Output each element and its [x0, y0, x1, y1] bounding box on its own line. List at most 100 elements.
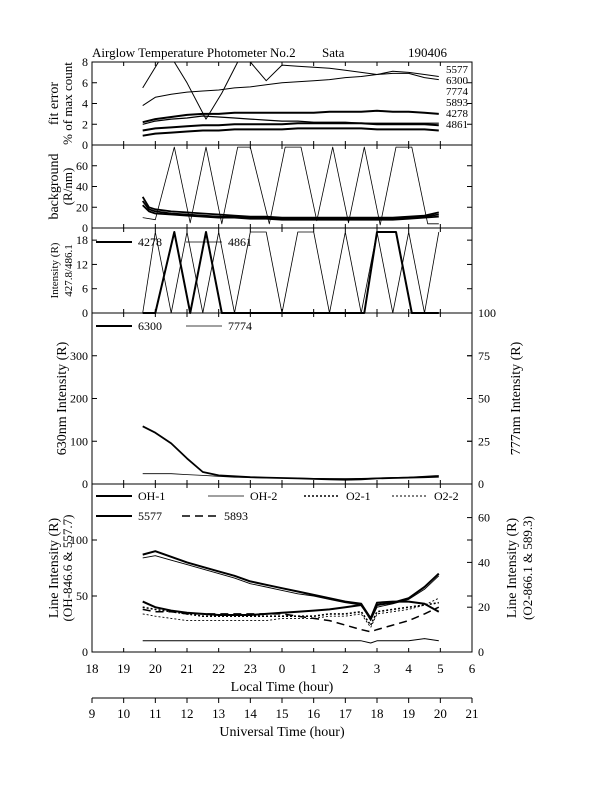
ytick-label-intensity-427-486: 12 [76, 257, 88, 271]
ylabel-630-777: 630nm Intensity (R) [55, 341, 70, 455]
ylabel-fit-error: fit error [47, 82, 62, 125]
ylabel2-background: (R/nm) [60, 168, 75, 206]
ytick-right-label-630-777: 50 [478, 392, 490, 406]
series-line-fit-error-5577 [142, 72, 439, 107]
series-label-4278: 4278 [446, 108, 469, 120]
ytick-label-630-777: 200 [70, 392, 88, 406]
series-label-5893: 5893 [446, 97, 469, 109]
ytick-label-background: 40 [76, 180, 88, 194]
xtick-label-local: 5 [437, 661, 444, 676]
xtick-label-local: 1 [310, 661, 317, 676]
ytick-label-background: 20 [76, 200, 88, 214]
ylabel2-fit-error: % of max count [60, 62, 75, 145]
series-line-line-intensity-O2-2 [142, 597, 439, 628]
ylabel-right-line-intensity: Line Intensity (R) [505, 518, 520, 619]
xtick-label-local: 6 [469, 661, 476, 676]
ytick-label-intensity-427-486: 0 [82, 306, 88, 320]
xtick-label-ut: 11 [149, 706, 162, 721]
xtick-label-local: 3 [374, 661, 381, 676]
ytick-label-line-intensity: 50 [76, 589, 88, 603]
series-line-background-3 [142, 146, 439, 226]
legend-label-panel5-f: 5893 [224, 509, 248, 523]
ylabel-intensity-427-486: Intensity (R) [49, 242, 61, 298]
xtick-label-ut: 18 [371, 706, 384, 721]
legend-label-panel4-a: 6300 [138, 319, 162, 333]
series-line-fit-error-5893 [142, 109, 439, 124]
ytick-right-label-630-777: 75 [478, 349, 490, 363]
series-label-4861: 4861 [446, 119, 468, 131]
series-line-fit-error-4861 [142, 127, 439, 137]
xtick-label-local: 0 [279, 661, 286, 676]
ytick-label-line-intensity: 100 [70, 533, 88, 547]
ytick-label-fit-error: 6 [82, 76, 88, 90]
series-line-line-intensity-OH-1 [142, 550, 440, 620]
xtick-label-ut: 20 [434, 706, 447, 721]
legend-label-panel3-a: 4278 [138, 235, 162, 249]
ylabel2-intensity-427-486: 427.8/486.1 [63, 244, 75, 297]
ytick-label-fit-error: 0 [82, 138, 88, 152]
legend-label-panel5-b: OH-2 [250, 489, 277, 503]
series-line-630-777-6300 [142, 425, 439, 481]
panel-frame-630-777 [91, 312, 473, 485]
ytick-right-label-630-777: 25 [478, 434, 490, 448]
series-label-5577: 5577 [446, 64, 469, 76]
xtick-label-local: 4 [405, 661, 412, 676]
series-line-fit-error-7774 [142, 115, 439, 125]
xtick-label-ut: 12 [181, 706, 194, 721]
xtick-label-ut: 9 [89, 706, 96, 721]
xtick-label-local: 23 [244, 661, 257, 676]
xtick-label-ut: 21 [466, 706, 479, 721]
ytick-right-label-line-intensity: 0 [478, 645, 484, 659]
ytick-right-label-630-777: 100 [478, 306, 496, 320]
ytick-label-background: 0 [82, 221, 88, 235]
series-label-6300: 6300 [446, 75, 469, 87]
ytick-right-label-line-intensity: 20 [478, 600, 490, 614]
series-line-line-intensity-O2-1 [142, 601, 439, 626]
xtick-label-ut: 16 [307, 706, 321, 721]
series-line-fit-error-4278 [142, 122, 439, 132]
series-line-intensity-427-486-4861 [142, 231, 440, 314]
legend-label-panel5-a: OH-1 [138, 489, 165, 503]
xtick-label-local: 20 [149, 661, 162, 676]
series-line-line-intensity-6 [142, 638, 439, 644]
ylabel-right-630-777: 777nm Intensity (R) [509, 341, 524, 455]
xtick-label-ut: 13 [212, 706, 225, 721]
series-line-background-0 [141, 196, 439, 219]
ylabel2-line-intensity: (OH-846.6 & 557.7) [60, 515, 75, 622]
ytick-right-label-line-intensity: 60 [478, 511, 490, 525]
ytick-label-630-777: 100 [70, 434, 88, 448]
xtick-label-ut: 15 [276, 706, 289, 721]
series-line-line-intensity-5893 [142, 606, 440, 633]
xtick-label-local: 18 [86, 661, 99, 676]
ytick-label-fit-error: 8 [82, 55, 88, 69]
legend-label-panel5-c: O2-1 [346, 489, 371, 503]
ylabel-line-intensity: Line Intensity (R) [47, 518, 62, 619]
xtick-label-local: 19 [117, 661, 130, 676]
legend-label-panel5-e: 5577 [138, 509, 162, 523]
ytick-label-background: 60 [76, 159, 88, 173]
series-line-line-intensity-5577 [142, 600, 440, 620]
series-line-fit-error-6300 [142, 61, 439, 120]
panel-frame-fit-error [91, 61, 473, 146]
series-line-background-2 [142, 204, 439, 221]
xtick-label-local: 21 [181, 661, 194, 676]
xtick-label-ut: 17 [339, 706, 353, 721]
xtick-label-ut: 19 [402, 706, 415, 721]
ytick-label-intensity-427-486: 6 [82, 282, 88, 296]
ytick-label-line-intensity: 0 [82, 645, 88, 659]
legend-label-panel3-b: 4861 [228, 235, 252, 249]
legend-label-panel5-d: O2-2 [434, 489, 459, 503]
figure-date: 190406 [408, 45, 448, 60]
xlabel-local: Local Time (hour) [231, 680, 334, 695]
ytick-right-label-630-777: 0 [478, 477, 484, 491]
figure-title: Airglow Temperature Photometer No.2 [92, 45, 296, 60]
ytick-label-fit-error: 4 [82, 97, 88, 111]
ytick-label-630-777: 0 [82, 477, 88, 491]
legend-label-panel4-b: 7774 [228, 319, 252, 333]
ytick-label-fit-error: 2 [82, 117, 88, 131]
series-line-630-777-7774 [142, 473, 439, 479]
ytick-label-630-777: 300 [70, 349, 88, 363]
series-line-line-intensity-OH-2 [142, 555, 440, 622]
